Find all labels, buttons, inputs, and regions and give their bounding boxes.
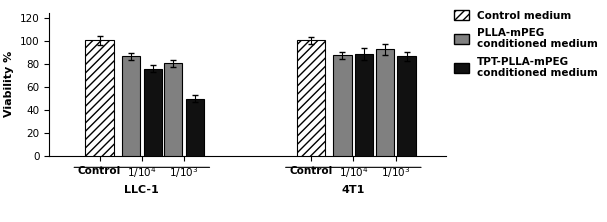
Bar xyxy=(164,63,182,156)
Text: 4T1: 4T1 xyxy=(342,184,365,194)
Bar xyxy=(333,55,351,156)
Legend: Control medium, PLLA-mPEG
conditioned medium, TPT-PLLA-mPEG
conditioned medium: Control medium, PLLA-mPEG conditioned me… xyxy=(450,6,602,83)
Bar xyxy=(398,56,416,156)
Bar xyxy=(186,99,204,156)
Bar xyxy=(144,69,162,156)
Text: LLC-1: LLC-1 xyxy=(124,184,159,194)
Bar xyxy=(122,56,140,156)
Bar xyxy=(297,40,325,156)
Bar xyxy=(376,49,394,156)
Bar xyxy=(86,40,114,156)
Y-axis label: Viability %: Viability % xyxy=(4,51,14,117)
Bar xyxy=(355,54,373,156)
